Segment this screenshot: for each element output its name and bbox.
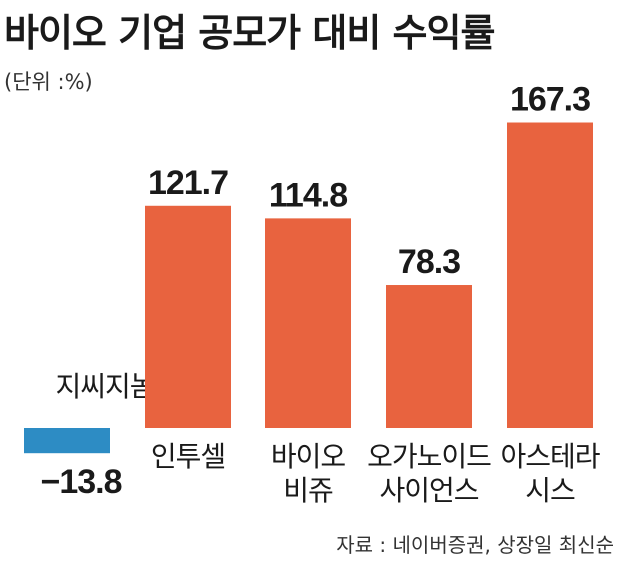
value-label-1: 121.7 xyxy=(148,164,228,202)
category-label-4-1: 시스 xyxy=(525,474,575,507)
category-label-2-1: 비쥬 xyxy=(283,474,333,507)
bar-4 xyxy=(507,122,593,429)
bar-0 xyxy=(24,428,110,454)
chart-title: 바이오 기업 공모가 대비 수익률 xyxy=(4,11,495,55)
category-label-1-0: 인투셀 xyxy=(151,440,225,473)
bar-2 xyxy=(265,218,351,428)
category-label-4-0: 아스테라 xyxy=(500,440,599,473)
value-label-3: 78.3 xyxy=(398,243,460,281)
unit-note: (단위 :%) xyxy=(4,70,93,94)
value-label-2: 114.8 xyxy=(269,176,347,214)
value-label-4: 167.3 xyxy=(510,81,590,119)
bar-3 xyxy=(386,285,472,428)
category-label-3-1: 사이언스 xyxy=(379,474,478,507)
category-label-2-0: 바이오 xyxy=(271,440,346,473)
category-label-0-0: 지씨지놈 xyxy=(55,370,154,403)
bar-1 xyxy=(145,205,231,428)
category-label-3-0: 오가노이드 xyxy=(367,440,491,473)
source-note: 자료 : 네이버증권, 상장일 최신순 xyxy=(336,533,614,557)
value-label-0: −13.8 xyxy=(40,463,121,501)
